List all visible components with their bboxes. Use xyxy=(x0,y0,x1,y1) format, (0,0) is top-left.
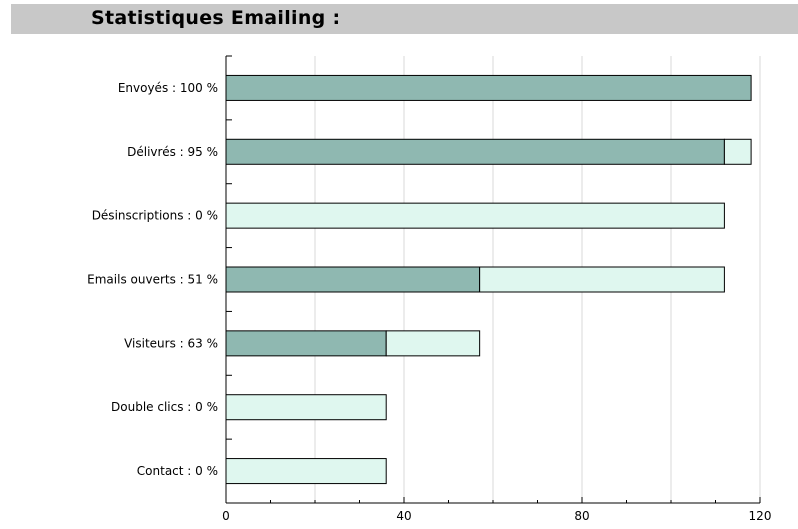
chart-title: Statistiques Emailing : xyxy=(91,7,341,29)
axes xyxy=(225,55,761,504)
bar-segment xyxy=(225,74,752,101)
chart-header: Statistiques Emailing : xyxy=(11,4,798,34)
x-tick-labels: 0 40 80 120 xyxy=(222,509,771,523)
bar-segment xyxy=(225,394,387,421)
bar-segment xyxy=(225,458,387,485)
bar-segment xyxy=(479,266,725,293)
bar-segment xyxy=(723,138,752,165)
x-tick-label: 0 xyxy=(222,509,230,523)
bars xyxy=(225,74,752,485)
x-tick-label: 80 xyxy=(574,509,589,523)
bar-segment xyxy=(225,138,725,165)
category-label: Délivrés : 95 % xyxy=(127,145,218,159)
category-label: Double clics : 0 % xyxy=(111,400,218,414)
category-label: Visiteurs : 63 % xyxy=(124,336,218,350)
category-label: Désinscriptions : 0 % xyxy=(92,209,218,223)
bar-segment xyxy=(225,266,481,293)
category-label: Envoyés : 100 % xyxy=(118,81,218,95)
category-label: Contact : 0 % xyxy=(137,464,218,478)
bar-segment xyxy=(225,202,725,229)
bar-segment xyxy=(225,330,387,357)
category-labels: Envoyés : 100 % Délivrés : 95 % Désinscrip… xyxy=(87,81,218,478)
category-label: Emails ouverts : 51 % xyxy=(87,273,218,287)
bar-segment xyxy=(385,330,481,357)
x-tick-label: 40 xyxy=(396,509,411,523)
x-tick-label: 120 xyxy=(749,509,772,523)
